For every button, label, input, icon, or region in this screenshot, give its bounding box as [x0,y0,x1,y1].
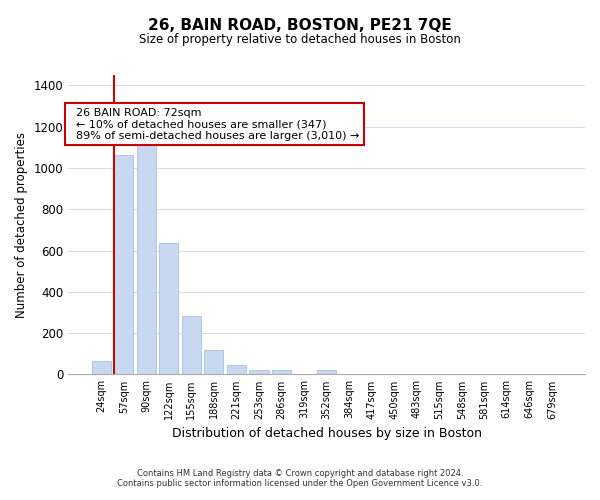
Text: 26, BAIN ROAD, BOSTON, PE21 7QE: 26, BAIN ROAD, BOSTON, PE21 7QE [148,18,452,32]
Text: Contains HM Land Registry data © Crown copyright and database right 2024.: Contains HM Land Registry data © Crown c… [137,468,463,477]
Bar [137,137,156,374]
Y-axis label: Number of detached properties: Number of detached properties [15,132,28,318]
Bar [205,350,223,374]
Text: 26 BAIN ROAD: 72sqm
  ← 10% of detached houses are smaller (347)
  89% of semi-d: 26 BAIN ROAD: 72sqm ← 10% of detached ho… [69,108,359,140]
Bar [92,361,111,374]
Text: Size of property relative to detached houses in Boston: Size of property relative to detached ho… [139,32,461,46]
Bar [317,370,336,374]
Text: Contains public sector information licensed under the Open Government Licence v3: Contains public sector information licen… [118,478,482,488]
Bar [272,370,291,374]
Bar [114,154,133,374]
Bar [227,364,246,374]
Bar [159,244,178,374]
Bar [182,316,201,374]
Bar [250,370,269,374]
X-axis label: Distribution of detached houses by size in Boston: Distribution of detached houses by size … [172,427,482,440]
